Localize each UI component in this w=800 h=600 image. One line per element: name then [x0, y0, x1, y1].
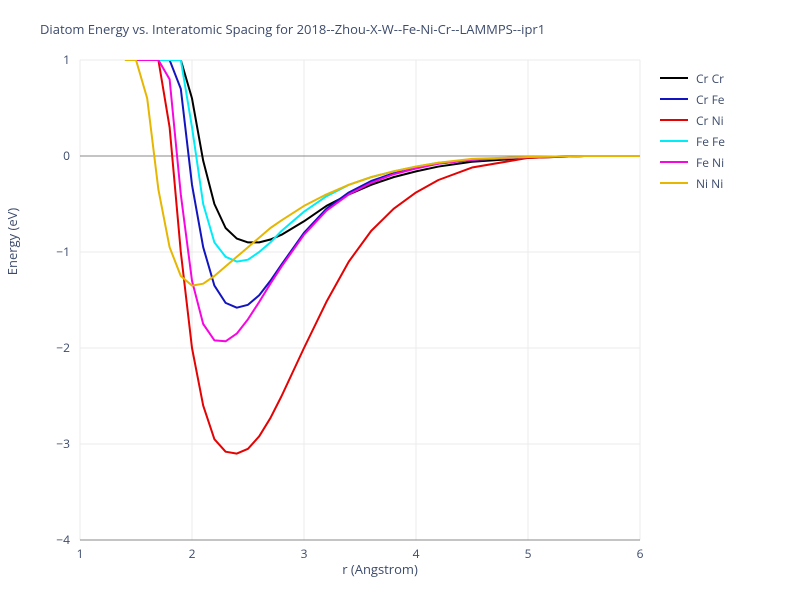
legend-label: Fe Fe	[696, 133, 725, 150]
series-line	[142, 60, 640, 262]
legend-item[interactable]: Fe Fe	[660, 133, 725, 149]
legend-label: Fe Ni	[696, 154, 724, 171]
grid-lines	[80, 60, 640, 540]
legend-item[interactable]: Cr Fe	[660, 91, 725, 107]
svg-text:3: 3	[301, 545, 308, 562]
x-axis-label: r (Angstrom)	[342, 560, 418, 578]
svg-text:1: 1	[63, 51, 70, 68]
svg-text:4: 4	[413, 545, 420, 562]
series-line	[136, 60, 640, 308]
legend-label: Ni Ni	[696, 175, 723, 192]
svg-text:−3: −3	[56, 435, 70, 452]
svg-text:−4: −4	[56, 531, 70, 548]
legend-swatch	[660, 77, 688, 79]
svg-text:−2: −2	[56, 339, 70, 356]
legend-swatch	[660, 182, 688, 184]
svg-text:2: 2	[189, 545, 196, 562]
y-axis-label: Energy (eV)	[3, 208, 21, 275]
chart-container: Diatom Energy vs. Interatomic Spacing fo…	[0, 0, 800, 600]
legend-item[interactable]: Ni Ni	[660, 175, 725, 191]
legend-item[interactable]: Fe Ni	[660, 154, 725, 170]
svg-text:1: 1	[77, 545, 84, 562]
legend-swatch	[660, 161, 688, 163]
legend-swatch	[660, 140, 688, 142]
svg-text:5: 5	[525, 545, 532, 562]
y-tick-labels: −4 −3 −2 −1 0 1	[56, 51, 70, 548]
legend-label: Cr Fe	[696, 91, 725, 108]
legend-label: Cr Ni	[696, 112, 724, 129]
series-line	[142, 60, 640, 242]
data-series	[125, 60, 640, 454]
legend-swatch	[660, 119, 688, 121]
plot-svg: 123456 −4−3−2−101	[80, 60, 640, 540]
legend-item[interactable]: Cr Cr	[660, 70, 725, 86]
svg-text:−1: −1	[56, 243, 70, 260]
series-line	[136, 60, 640, 341]
svg-text:0: 0	[63, 147, 70, 164]
series-line	[142, 60, 640, 454]
legend: Cr Cr Cr Fe Cr Ni Fe Fe Fe Ni Ni Ni	[660, 70, 725, 196]
legend-item[interactable]: Cr Ni	[660, 112, 725, 128]
legend-swatch	[660, 98, 688, 100]
legend-label: Cr Cr	[696, 70, 724, 87]
svg-text:6: 6	[637, 545, 644, 562]
chart-title: Diatom Energy vs. Interatomic Spacing fo…	[40, 20, 545, 38]
